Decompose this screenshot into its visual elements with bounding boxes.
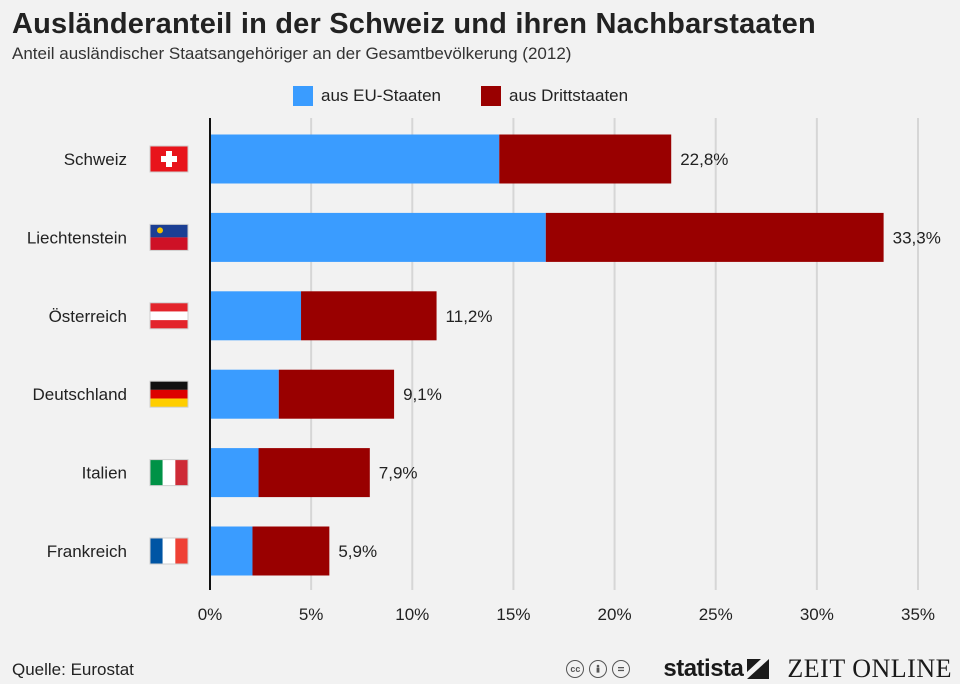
category-label: Liechtenstein: [27, 228, 127, 247]
legend-item-eu: aus EU-Staaten: [293, 86, 441, 106]
category-label: Österreich: [49, 307, 127, 326]
cc-icon: cc: [566, 660, 585, 678]
footer-brand: cc statista ZEIT ONLINE: [566, 654, 952, 684]
bar-eu-segment: [210, 134, 500, 184]
bar-third-segment: [252, 526, 330, 576]
bar-third-segment: [301, 291, 437, 341]
statista-wordmark: statista: [663, 655, 744, 682]
bar-eu-segment: [210, 369, 279, 419]
total-label: 7,9%: [379, 464, 418, 483]
legend-item-third: aus Drittstaaten: [481, 86, 628, 106]
x-tick-label: 35%: [901, 605, 935, 624]
bar-third-segment: [499, 134, 672, 184]
legend: aus EU-Staaten aus Drittstaaten: [293, 86, 668, 106]
france-flag-icon: [149, 537, 189, 565]
legend-label-eu: aus EU-Staaten: [321, 86, 442, 105]
by-icon: [589, 660, 608, 678]
swiss-flag-icon: [149, 145, 189, 173]
nd-icon: [612, 660, 631, 678]
bar-eu-segment: [210, 448, 259, 498]
x-tick-label: 25%: [699, 605, 733, 624]
x-tick-label: 20%: [598, 605, 632, 624]
total-label: 33,3%: [893, 228, 941, 247]
legend-swatch-third: [481, 86, 502, 106]
bar-eu-segment: [210, 526, 253, 576]
x-tick-label: 0%: [198, 605, 223, 624]
x-tick-label: 30%: [800, 605, 834, 624]
total-label: 22,8%: [680, 150, 728, 169]
total-label: 5,9%: [338, 542, 377, 561]
legend-label-third: aus Drittstaaten: [509, 86, 629, 105]
chart-subtitle: Anteil ausländischer Staatsangehöriger a…: [12, 44, 572, 63]
category-label: Frankreich: [47, 542, 127, 561]
zeit-online-logo: ZEIT ONLINE: [787, 654, 952, 683]
category-label: Schweiz: [64, 150, 127, 169]
bar-third-segment: [545, 212, 884, 262]
x-tick-label: 5%: [299, 605, 324, 624]
statista-mark-icon: [747, 659, 770, 679]
legend-swatch-eu: [293, 86, 313, 106]
total-label: 11,2%: [446, 307, 493, 326]
bar-eu-segment: [210, 291, 302, 341]
total-label: 9,1%: [403, 385, 442, 404]
germany-flag-icon: [149, 380, 189, 408]
license-icons: cc: [566, 660, 635, 678]
chart-title: Ausländeranteil in der Schweiz und ihren…: [12, 8, 816, 40]
source-note: Quelle: Eurostat: [12, 660, 134, 679]
x-tick-label: 10%: [395, 605, 429, 624]
category-label: Italien: [82, 464, 127, 483]
austria-flag-icon: [149, 302, 189, 330]
italy-flag-icon: [149, 459, 189, 487]
bar-third-segment: [258, 448, 370, 498]
x-tick-label: 15%: [496, 605, 530, 624]
bar-eu-segment: [210, 212, 546, 262]
bar-third-segment: [278, 369, 395, 419]
liechtenstein-flag-icon: [149, 223, 189, 251]
category-label: Deutschland: [32, 385, 127, 404]
statista-logo: statista: [663, 655, 770, 683]
